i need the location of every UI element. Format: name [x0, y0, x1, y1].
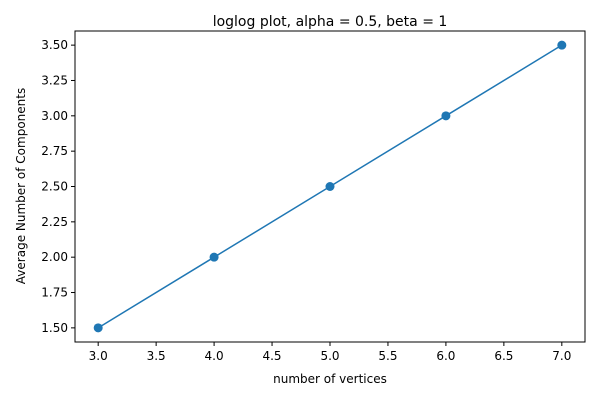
x-axis-ticks: 3.0 3.5 4.0 4.5 5.0 5.5 6.0 6.5 7.0 — [89, 342, 571, 363]
x-tick-label: 7.0 — [552, 349, 571, 363]
x-tick-label: 3.0 — [89, 349, 108, 363]
y-tick-label: 1.75 — [41, 286, 68, 300]
x-tick-label: 4.0 — [205, 349, 224, 363]
y-axis-label: Average Number of Components — [14, 88, 28, 284]
y-tick-label: 2.50 — [41, 180, 68, 194]
y-tick-label: 1.50 — [41, 321, 68, 335]
y-tick-label: 3.50 — [41, 38, 68, 52]
y-tick-label: 3.25 — [41, 73, 68, 87]
x-axis-label: number of vertices — [273, 372, 387, 386]
y-tick-label: 2.00 — [41, 250, 68, 264]
data-point — [557, 40, 567, 50]
x-tick-label: 4.5 — [262, 349, 281, 363]
y-tick-label: 2.75 — [41, 144, 68, 158]
x-tick-label: 5.5 — [378, 349, 397, 363]
series-layer — [93, 40, 567, 333]
chart-title: loglog plot, alpha = 0.5, beta = 1 — [213, 14, 448, 30]
x-tick-label: 5.0 — [320, 349, 339, 363]
data-point — [93, 323, 103, 333]
data-point — [441, 111, 451, 121]
y-tick-label: 2.25 — [41, 215, 68, 229]
y-tick-label: 3.00 — [41, 109, 68, 123]
y-axis-ticks: 1.50 1.75 2.00 2.25 2.50 2.75 3.00 3.25 3.50 — [41, 38, 75, 335]
x-tick-label: 6.5 — [494, 349, 513, 363]
x-tick-label: 3.5 — [147, 349, 166, 363]
data-point — [209, 252, 219, 262]
x-tick-label: 6.0 — [436, 349, 455, 363]
data-point — [325, 182, 335, 191]
